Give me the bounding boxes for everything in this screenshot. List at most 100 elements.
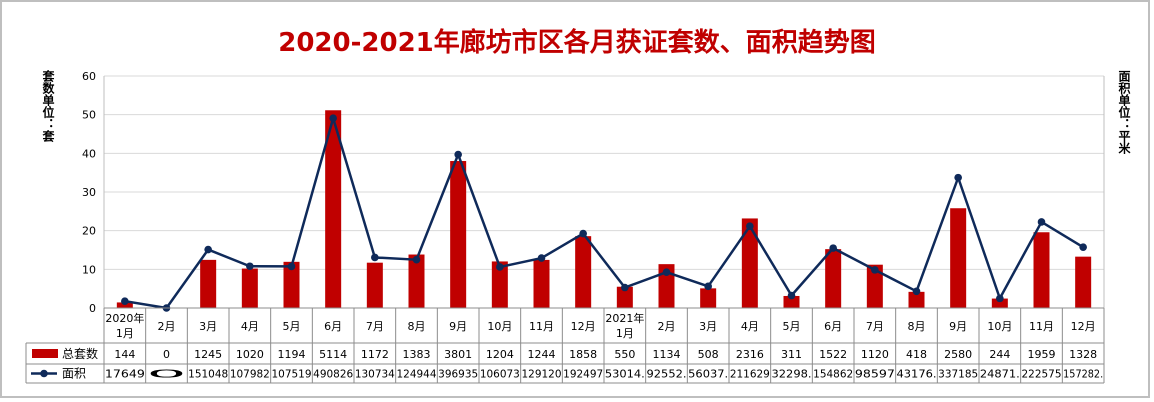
line-point — [329, 114, 337, 123]
data-label: 1244 — [528, 348, 556, 361]
line-point — [1037, 218, 1046, 226]
x-tick-label: 12月 — [1071, 320, 1096, 333]
x-tick-label: 2020年 — [105, 311, 144, 325]
x-tick-label: 8月 — [908, 320, 926, 333]
data-label: 53014. — [605, 368, 645, 381]
bar — [408, 254, 425, 308]
bar — [1033, 232, 1050, 308]
data-label: 1383 — [403, 348, 431, 361]
bar — [283, 261, 300, 308]
data-label: 222575 — [1022, 368, 1062, 381]
data-label: 508 — [698, 348, 719, 361]
y-tick-label: 60 — [82, 70, 96, 83]
y-axis-right-label: 面积单位：平米 — [1117, 70, 1131, 154]
data-label: 311 — [781, 348, 802, 361]
x-tick-label: 3月 — [699, 320, 717, 333]
x-tick-label: 5月 — [783, 320, 801, 333]
bar — [575, 236, 592, 308]
x-tick-label: 8月 — [408, 320, 426, 333]
data-label: 1328 — [1069, 348, 1097, 361]
data-label: 1245 — [194, 348, 222, 361]
legend-label: 总套数 — [62, 346, 98, 361]
data-label: 144 — [114, 348, 135, 361]
bar — [700, 288, 717, 308]
legend-swatch-bar — [32, 349, 58, 358]
data-label: 1959 — [1028, 348, 1056, 361]
line-point — [912, 287, 921, 296]
data-label: 0 — [163, 348, 170, 361]
data-label: 1522 — [819, 348, 847, 361]
y-tick-label: 50 — [82, 109, 96, 122]
data-label: 5114 — [319, 348, 347, 361]
line-point — [954, 173, 962, 182]
y-tick-label: 10 — [82, 263, 96, 276]
line-point — [371, 253, 379, 262]
line-point — [704, 282, 712, 291]
line-point — [621, 283, 629, 292]
data-label: 192497 — [563, 368, 603, 381]
y-tick-label: 20 — [82, 225, 96, 238]
x-tick-label: 10月 — [487, 320, 512, 333]
y-tick-label: 40 — [82, 147, 96, 160]
bar — [908, 291, 925, 308]
x-tick-label: 9月 — [449, 320, 467, 333]
y-tick-label: 0 — [89, 302, 96, 315]
line-point — [996, 294, 1004, 303]
line-point — [537, 254, 546, 262]
data-label: 244 — [989, 348, 1010, 361]
bar — [950, 208, 967, 308]
bar — [325, 110, 342, 308]
data-label: 43176. — [897, 368, 937, 381]
data-label: 151048 — [188, 368, 228, 381]
line-point — [871, 266, 879, 274]
bar — [533, 259, 550, 308]
data-label: 124944 — [397, 368, 437, 381]
x-tick-label: 9月 — [949, 320, 967, 333]
line-point — [746, 222, 754, 230]
bar — [491, 261, 508, 308]
x-tick-label: 11月 — [1029, 320, 1054, 333]
data-label: 396935 — [438, 368, 478, 381]
x-tick-label: 4月 — [741, 320, 759, 333]
data-label: 2580 — [944, 348, 972, 361]
legend-swatch-point — [40, 369, 48, 378]
bar — [116, 302, 133, 308]
data-label: 1134 — [653, 348, 681, 361]
x-tick-label: 5月 — [283, 320, 301, 333]
data-label: 1194 — [278, 348, 306, 361]
bar — [366, 262, 383, 308]
data-label: 107982 — [230, 368, 270, 381]
x-tick-label: 2月 — [658, 320, 676, 333]
x-tick-label: 4月 — [241, 320, 259, 333]
bar — [450, 161, 467, 308]
y-axis-left-label: 套数单位：套 — [41, 70, 55, 142]
data-label: 1172 — [361, 348, 389, 361]
line-point — [204, 245, 212, 254]
data-label: 129120 — [522, 368, 562, 381]
data-label: 0 — [147, 368, 187, 381]
bar — [1075, 256, 1092, 308]
bar — [616, 286, 633, 308]
x-tick-label: 6月 — [324, 320, 342, 333]
data-label: 98597 — [855, 368, 895, 381]
data-label: 490826 — [313, 368, 353, 381]
data-label: 418 — [906, 348, 927, 361]
x-tick-label: 12月 — [571, 320, 596, 333]
line-point — [246, 262, 254, 271]
x-tick-label: 6月 — [824, 320, 842, 333]
data-label: 1020 — [236, 348, 264, 361]
x-tick-label: 1月 — [116, 327, 134, 340]
bar — [783, 295, 800, 308]
x-tick-label: 7月 — [366, 320, 384, 333]
data-label: 1204 — [486, 348, 514, 361]
bar — [741, 218, 758, 308]
line-point — [454, 150, 462, 159]
data-label: 24871. — [980, 368, 1020, 381]
data-label: 154862 — [813, 368, 853, 381]
x-tick-label: 1月 — [616, 327, 634, 340]
line-point — [287, 262, 296, 271]
line-point — [496, 263, 504, 271]
x-tick-label: 7月 — [866, 320, 884, 333]
